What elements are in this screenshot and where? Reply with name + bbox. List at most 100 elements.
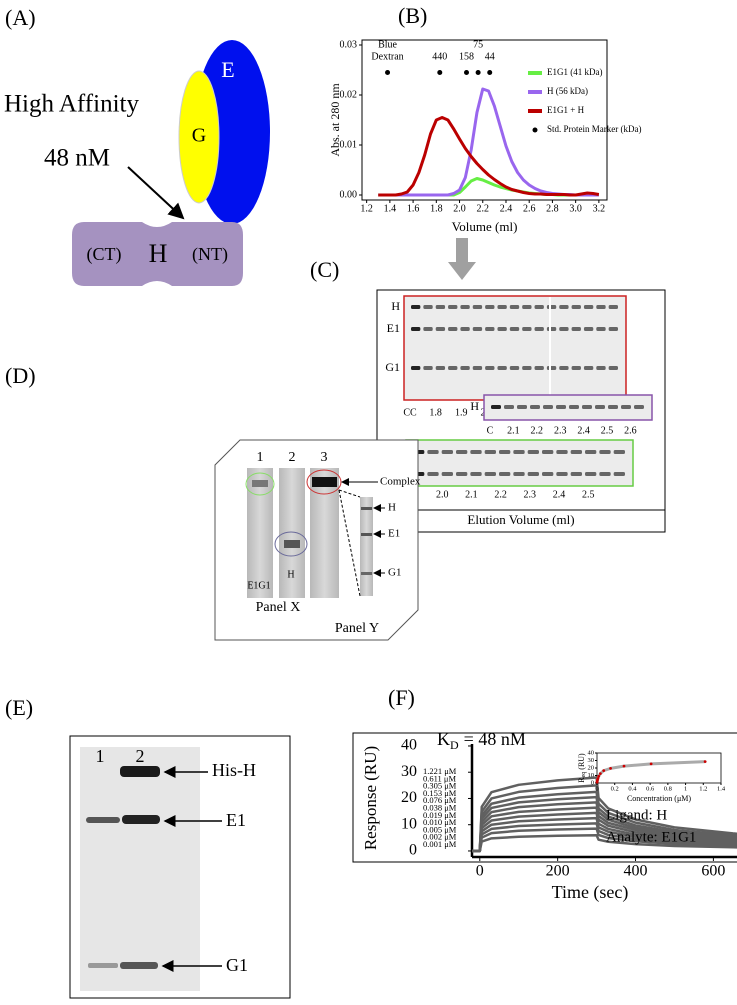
marker-label: Blue	[378, 39, 397, 50]
gel-band	[423, 305, 433, 309]
gel-band	[621, 405, 631, 409]
gel-band	[456, 450, 468, 454]
highlight	[245, 472, 275, 496]
complex-label: Complex	[380, 476, 421, 488]
y-tick-label: 40	[588, 749, 595, 756]
gel-band	[571, 327, 581, 331]
annotation-part: = 48 nM	[464, 729, 526, 749]
lane-label: 2.2	[494, 489, 507, 500]
series-label: 0.305 μM	[423, 781, 457, 791]
gel-lane	[310, 468, 339, 598]
gel-band	[472, 327, 483, 331]
gel-band	[448, 366, 458, 370]
sensorgram	[472, 790, 737, 853]
point	[597, 774, 601, 778]
marker-point	[487, 70, 493, 75]
gel-band	[456, 472, 468, 476]
y-tick-label: 30	[401, 763, 417, 780]
gel-band	[634, 405, 644, 409]
x-tick-label: 400	[624, 863, 648, 880]
x-tick-label: 1.8	[430, 203, 443, 214]
arrow	[127, 166, 185, 220]
annotation: KD = 48 nM	[437, 729, 526, 752]
h-subunit	[72, 222, 243, 286]
gel-band	[361, 572, 372, 575]
series-label: 0.611 μM	[423, 773, 456, 783]
y-tick-label: 10	[588, 772, 595, 779]
sensorgram	[472, 806, 737, 853]
gel-band	[485, 366, 495, 370]
lane-label: 2.0	[436, 489, 449, 500]
sensorgram	[472, 784, 737, 853]
gel-band	[460, 327, 470, 331]
gel-band	[608, 305, 618, 309]
gel-band	[470, 472, 482, 476]
annotation-part: D	[450, 738, 459, 752]
panel-c-frame	[376, 289, 666, 533]
y-tick-label: 20	[401, 789, 417, 806]
plot-frame	[361, 39, 608, 201]
gel-band	[542, 450, 554, 454]
axis-label-part: eq	[581, 772, 587, 778]
band-label: G1	[388, 567, 401, 579]
panel-e: 1 2 His-H E1 G1	[69, 735, 291, 999]
gel-band	[499, 472, 511, 476]
panel-label: (E)	[5, 695, 33, 720]
panel-f-frame	[352, 732, 737, 863]
band-label: His-H	[212, 760, 256, 780]
flow-arrow	[448, 238, 476, 280]
x-tick-label: 0	[476, 863, 484, 880]
x-tick-label: 600	[701, 863, 725, 880]
gel-band	[499, 450, 511, 454]
sensorgram	[472, 795, 737, 853]
x-tick-label: 3.0	[569, 203, 582, 214]
x-tick-label: 1	[684, 785, 687, 792]
x-tick-label: 1.6	[407, 203, 420, 214]
gel-band	[527, 450, 539, 454]
gel-band	[595, 405, 605, 409]
lane-label: 3	[321, 450, 328, 465]
gel-band	[559, 305, 569, 309]
band-label: E1	[226, 810, 246, 830]
y-tick-label: 0.00	[340, 189, 358, 200]
domain-label: (CT)	[87, 244, 122, 265]
gel-band	[472, 305, 483, 309]
lane-label: C	[487, 425, 494, 436]
x-tick-label: 2.8	[546, 203, 559, 214]
x-tick-label: 0.8	[664, 785, 672, 792]
annotation-part: K	[437, 729, 450, 749]
gel-band	[596, 305, 606, 309]
y-axis-label: Response (RU)	[361, 746, 380, 850]
band-label: H	[388, 502, 396, 514]
point	[609, 766, 612, 770]
legend-label: Std. Protein Marker (kDa)	[547, 124, 641, 134]
y-axis-label: Req (RU)	[577, 753, 588, 783]
note: Analyte: E1G1	[606, 829, 696, 845]
point	[622, 764, 626, 768]
gel-band	[582, 405, 592, 409]
gel-band	[497, 366, 507, 370]
y-tick-label: 20	[588, 764, 595, 771]
x-tick-label: 0.4	[628, 785, 637, 792]
gel-band	[361, 533, 372, 536]
panel-label: (A)	[5, 5, 36, 30]
gel-band	[284, 540, 300, 548]
panel-a: E G (CT) H (NT) High Affinity 48 nM	[4, 40, 270, 286]
gel-band	[583, 327, 594, 331]
marker-point	[464, 70, 470, 75]
gel-band	[546, 305, 557, 309]
gel-band	[534, 327, 544, 331]
gel-band	[527, 472, 539, 476]
gel-band	[509, 305, 520, 309]
dashed-line	[338, 489, 361, 597]
x-tick-label: 3.2	[593, 203, 606, 214]
marker-point	[385, 70, 391, 75]
lane-label: CC	[403, 407, 417, 418]
series-label: 0.005 μM	[423, 824, 457, 834]
x-tick-label: 1.4	[384, 203, 397, 214]
gel-band	[583, 366, 594, 370]
gel-band	[522, 327, 532, 331]
gel-band	[88, 963, 118, 968]
lane-note: H	[287, 569, 294, 580]
x-tick-label: 1.2	[699, 785, 707, 792]
